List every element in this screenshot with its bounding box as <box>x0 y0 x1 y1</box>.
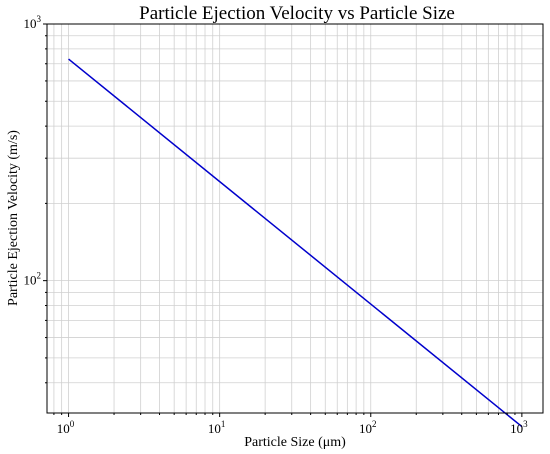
x-tick-label: 102 <box>359 419 377 436</box>
plot-frame-rect <box>46 23 544 414</box>
x-axis-label: Particle Size (μm) <box>244 435 346 450</box>
plot-frame <box>46 23 544 414</box>
series-line-1 <box>68 58 523 428</box>
y-axis-label: Particle Ejection Velocity (m/s) <box>6 130 21 306</box>
grid <box>47 23 543 413</box>
chart-title: Particle Ejection Velocity vs Particle S… <box>139 3 455 24</box>
x-tick-label: 101 <box>208 419 226 436</box>
x-tick-label: 103 <box>510 419 528 436</box>
y-tick-label: 102 <box>24 271 42 288</box>
series-layer <box>68 58 523 428</box>
tick-layer: 100 101 102 103 102 103 <box>24 14 529 436</box>
x-tick-label: 100 <box>57 419 75 436</box>
y-tick-label: 103 <box>24 14 42 31</box>
